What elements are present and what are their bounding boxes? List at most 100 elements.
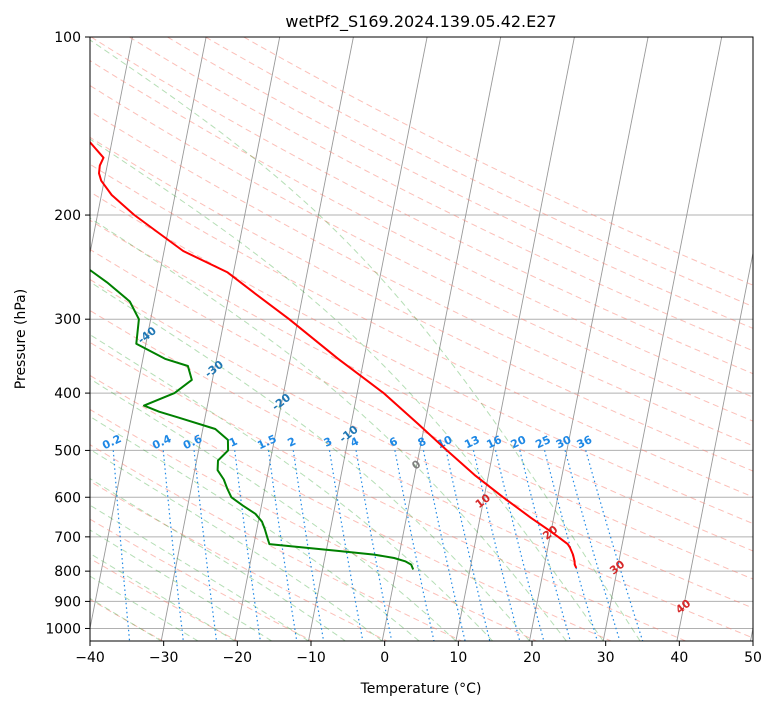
- isotherm-label: -50: [69, 285, 93, 308]
- dry-adiabat: [90, 248, 753, 580]
- isotherm-line: [0, 37, 59, 641]
- dry-adiabat: [243, 37, 753, 286]
- moist-adiabat: [90, 575, 199, 641]
- moist-adiabat: [90, 552, 236, 641]
- x-tick-label: 10: [449, 650, 467, 666]
- y-tick-label: 1000: [45, 621, 81, 637]
- isotherm-label: 40: [673, 597, 693, 617]
- isotherm-line: [529, 37, 649, 641]
- mixing-ratio-label: 20: [509, 433, 529, 451]
- x-tick-label: 50: [744, 650, 762, 666]
- dry-adiabat: [129, 37, 753, 352]
- isotherm-line: [90, 37, 133, 256]
- isotherm-line: [90, 37, 207, 631]
- moist-adiabat: [90, 477, 346, 641]
- y-axis-label: Pressure (hPa): [13, 289, 29, 389]
- moist-adiabat: [90, 448, 383, 641]
- mixing-ratio-label: 8: [416, 435, 428, 450]
- dry-adiabat: [90, 110, 753, 447]
- mixing-ratio-label: 10: [435, 433, 455, 451]
- dry-adiabat: [90, 219, 753, 552]
- mixing-ratio-line: [267, 450, 298, 641]
- y-tick-label: 100: [54, 30, 81, 46]
- moist-adiabat: [90, 281, 530, 641]
- y-tick-label: 900: [54, 594, 81, 610]
- dry-adiabat: [167, 37, 753, 329]
- x-tick-label: −30: [149, 650, 179, 666]
- isotherm-line: [308, 37, 428, 641]
- mixing-ratio-label: 25: [533, 433, 552, 451]
- dry-adiabat: [90, 557, 239, 641]
- isotherm-line: [676, 250, 753, 641]
- x-tick-label: −10: [296, 650, 326, 666]
- dry-adiabat: [90, 136, 753, 472]
- mixing-ratio-line: [472, 450, 521, 641]
- mixing-ratio-label: 0.4: [150, 432, 173, 452]
- mixing-ratio-label: 2: [286, 435, 298, 450]
- temperature-profile-line: [90, 140, 578, 569]
- mixing-ratio-line: [162, 450, 184, 641]
- plot-area: 0.10.20.40.611.52346810131620253036-100-…: [0, 37, 753, 641]
- mixing-ratio-line: [328, 450, 364, 641]
- dry-adiabat: [90, 309, 753, 639]
- y-tick-label: 400: [54, 386, 81, 402]
- isotherm-line: [234, 37, 354, 641]
- dry-adiabat: [90, 518, 314, 641]
- dry-adiabat: [90, 480, 389, 641]
- isotherm-line: [160, 37, 281, 641]
- mixing-ratio-line: [445, 450, 491, 641]
- plot-frame: [89, 36, 754, 642]
- y-tick-label: 700: [54, 530, 81, 546]
- y-tick-label: 600: [54, 490, 81, 506]
- mixing-ratio-label: 13: [462, 433, 481, 451]
- isotherm-label: -20: [270, 391, 294, 414]
- mixing-ratio-line: [112, 450, 131, 641]
- plot-border: [89, 36, 754, 642]
- x-tick-label: 0: [380, 650, 389, 666]
- isotherm-label: 30: [607, 557, 627, 577]
- isotherm-label: -60: [4, 241, 28, 264]
- dewpoint-profile-line: [90, 268, 415, 570]
- isotherm-line: [455, 37, 575, 641]
- dry-adiabat: [90, 374, 613, 641]
- y-tick-label: 500: [54, 443, 81, 459]
- x-tick-label: −20: [223, 650, 253, 666]
- axis-ticks: −40 −30 −20 −10 0 10 20 30 40 5010020030040050060…: [45, 30, 762, 666]
- dry-adiabat: [205, 37, 753, 308]
- mixing-ratio-label: 36: [575, 433, 595, 451]
- mixing-ratio-line: [564, 450, 621, 641]
- isotherm-label: 0: [409, 457, 423, 472]
- x-tick-label: 30: [597, 650, 615, 666]
- isotherm-label: 10: [473, 491, 493, 511]
- mixing-ratio-label: 30: [554, 433, 574, 451]
- mixing-ratio-label: 16: [484, 433, 504, 451]
- isotherm-line: [750, 625, 753, 641]
- x-axis-label: Temperature (°C): [360, 681, 482, 697]
- mixing-ratio-line: [292, 450, 325, 641]
- y-tick-label: 300: [54, 312, 81, 328]
- dry-adiabat: [90, 341, 687, 641]
- dry-adiabat: [90, 444, 463, 641]
- moist-adiabat: [90, 378, 457, 641]
- moist-adiabat: [90, 334, 494, 641]
- mixing-ratio-line: [355, 450, 393, 641]
- x-tick-label: 40: [670, 650, 688, 666]
- chart-title: wetPf2_S169.2024.139.05.42.E27: [285, 12, 556, 32]
- dry-adiabat: [90, 408, 538, 641]
- y-tick-label: 800: [54, 564, 81, 580]
- moist-adiabat: [90, 217, 567, 641]
- dry-adiabat: [90, 37, 753, 375]
- mixing-ratio-line: [495, 450, 545, 641]
- mixing-ratio-line: [519, 450, 571, 641]
- x-tick-label: −40: [75, 650, 105, 666]
- moist-adiabat: [90, 39, 641, 641]
- dry-adiabat: [90, 84, 753, 422]
- dry-adiabat: [90, 278, 753, 609]
- isotherm-line: [602, 37, 723, 641]
- mixing-ratio-label: 0.6: [181, 432, 204, 452]
- y-tick-label: 200: [54, 208, 81, 224]
- dry-adiabat: [90, 191, 753, 525]
- dry-adiabat: [90, 163, 753, 498]
- mixing-ratio-label: 3: [322, 435, 334, 450]
